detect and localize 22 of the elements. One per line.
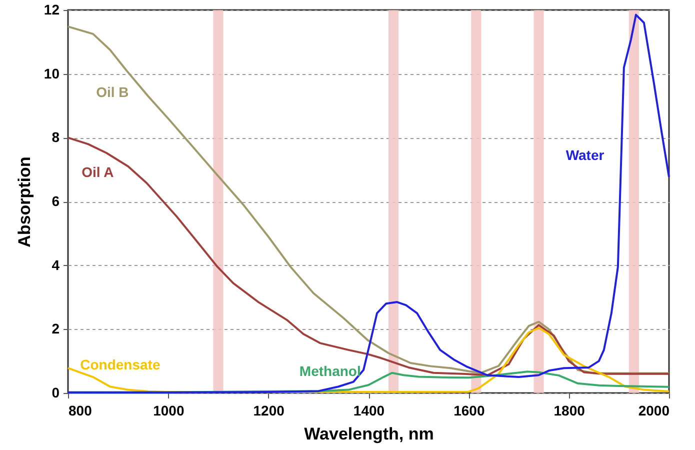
x-axis-title: Wavelength, nm	[304, 424, 434, 444]
x-tick-label: 1800	[554, 402, 586, 418]
series-label: Condensate	[80, 356, 160, 372]
x-tick-label: 1000	[153, 402, 184, 418]
series-label: Water	[566, 147, 605, 164]
x-tick-label: 2000	[638, 402, 670, 418]
y-tick-label: 12	[44, 2, 60, 18]
series-label: Oil A	[82, 164, 114, 180]
y-axis-title: Absorption	[14, 156, 34, 248]
y-tick-label: 10	[44, 65, 60, 82]
x-tick-label: 800	[68, 402, 92, 418]
y-tick-label: 2	[52, 320, 60, 337]
line-series	[67, 136, 670, 376]
series-label: Methanol	[299, 363, 361, 380]
y-tick-label: 8	[52, 129, 60, 146]
y-tick-label: 0	[52, 384, 60, 400]
x-tick-label: 1400	[353, 402, 385, 418]
y-tick-label: 6	[52, 193, 60, 209]
series-label: Oil B	[96, 84, 129, 100]
x-tick-label: 1600	[454, 402, 485, 418]
y-tick-label: 4	[52, 256, 60, 273]
x-tick-label: 1200	[253, 402, 285, 418]
